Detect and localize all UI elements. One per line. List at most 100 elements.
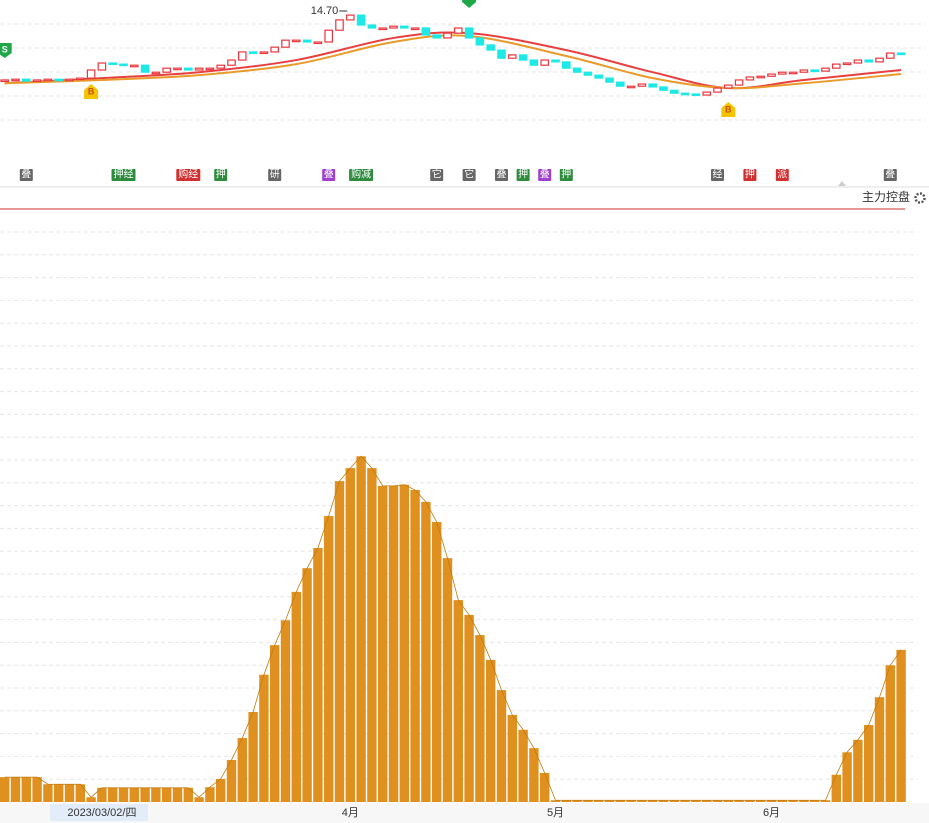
bar bbox=[32, 777, 42, 802]
candle-body bbox=[108, 62, 118, 66]
event-badge bbox=[430, 169, 444, 181]
bar bbox=[183, 787, 193, 802]
event-icon: 派 bbox=[777, 169, 787, 181]
bar bbox=[64, 784, 75, 802]
bar bbox=[799, 800, 809, 802]
candle-body bbox=[734, 79, 744, 86]
event-badge bbox=[883, 169, 897, 181]
event-icon: 叠 bbox=[885, 169, 895, 181]
bar bbox=[777, 800, 787, 802]
bar bbox=[334, 481, 345, 802]
event-icon: 押 bbox=[745, 168, 755, 181]
event-icon: 它 bbox=[464, 168, 474, 181]
candle-body bbox=[615, 81, 625, 87]
bar bbox=[853, 739, 863, 802]
candle-body bbox=[54, 78, 64, 82]
candle-body bbox=[464, 27, 474, 39]
bar bbox=[324, 516, 334, 802]
event-badge bbox=[268, 169, 282, 181]
bar bbox=[216, 778, 226, 802]
event-badge bbox=[322, 169, 336, 181]
bar bbox=[367, 468, 377, 802]
event-icon: 购经 bbox=[178, 168, 198, 181]
bar bbox=[723, 800, 733, 802]
event-icon: 购减 bbox=[351, 168, 371, 181]
signal-marker bbox=[84, 84, 99, 99]
candle-body bbox=[561, 61, 571, 69]
bar bbox=[248, 712, 258, 802]
candle-body bbox=[626, 85, 636, 89]
x-tick-label: 4月 bbox=[342, 807, 359, 819]
candle-body bbox=[302, 39, 312, 43]
candle-body bbox=[432, 34, 442, 39]
bar bbox=[594, 800, 604, 802]
bar bbox=[75, 784, 85, 802]
bar bbox=[0, 777, 10, 802]
event-icon: 押 bbox=[216, 168, 226, 181]
bar bbox=[410, 490, 420, 802]
candle-body bbox=[659, 86, 668, 91]
event-icon: 押经 bbox=[114, 168, 134, 181]
candle-body bbox=[205, 67, 215, 71]
candle-body bbox=[713, 87, 722, 93]
bar bbox=[486, 659, 496, 802]
event-badge bbox=[111, 169, 136, 181]
x-tick-label: 2023/03/02/四 bbox=[67, 807, 136, 819]
candle-body bbox=[777, 71, 787, 75]
bar bbox=[561, 800, 571, 802]
scroll-arrow[interactable] bbox=[838, 181, 846, 186]
bar bbox=[896, 649, 906, 802]
price-annotation: 14.70 bbox=[311, 5, 339, 17]
candle-body bbox=[788, 71, 798, 75]
event-icon: 它 bbox=[432, 168, 442, 181]
candle-body bbox=[184, 67, 193, 71]
candle-body bbox=[0, 79, 10, 83]
bar bbox=[874, 697, 885, 802]
bar bbox=[43, 784, 53, 802]
bar bbox=[680, 800, 690, 802]
candle-body bbox=[400, 25, 409, 29]
candle-body bbox=[756, 75, 766, 79]
candle-body bbox=[583, 71, 593, 76]
signal-marker bbox=[721, 102, 736, 117]
bar bbox=[669, 800, 679, 802]
bar bbox=[140, 787, 150, 802]
event-badge bbox=[495, 169, 508, 181]
bar bbox=[86, 797, 96, 802]
bar bbox=[885, 665, 895, 802]
candle-body bbox=[248, 51, 258, 55]
candle-body bbox=[702, 91, 712, 96]
candle-body bbox=[594, 74, 604, 79]
bar bbox=[540, 772, 550, 802]
bar bbox=[864, 725, 874, 802]
bar bbox=[572, 800, 582, 802]
candle-body bbox=[11, 78, 20, 82]
candle-body bbox=[486, 44, 496, 51]
bar bbox=[97, 787, 107, 802]
event-icon: 经 bbox=[713, 168, 723, 181]
bar bbox=[108, 787, 118, 802]
candle-body bbox=[421, 27, 431, 36]
candle-body bbox=[173, 67, 182, 71]
candle-body bbox=[367, 24, 377, 29]
candle-body bbox=[335, 19, 344, 31]
bar bbox=[583, 800, 593, 802]
event-icon: 叠 bbox=[324, 169, 334, 181]
signal-label: S bbox=[2, 44, 8, 54]
signal-marker bbox=[0, 43, 12, 58]
bar bbox=[637, 800, 647, 802]
bar bbox=[810, 800, 820, 802]
candle-body bbox=[75, 77, 85, 81]
candle-body bbox=[745, 76, 755, 81]
bar bbox=[702, 800, 712, 802]
candle-body bbox=[346, 14, 355, 21]
bar bbox=[259, 674, 269, 802]
candle-body bbox=[767, 73, 776, 77]
event-badge bbox=[19, 169, 33, 181]
event-icon: 叠 bbox=[497, 169, 507, 181]
bar bbox=[356, 456, 366, 802]
candle-body bbox=[454, 27, 463, 34]
settings-icon[interactable] bbox=[914, 192, 926, 204]
candle-body bbox=[831, 63, 841, 69]
